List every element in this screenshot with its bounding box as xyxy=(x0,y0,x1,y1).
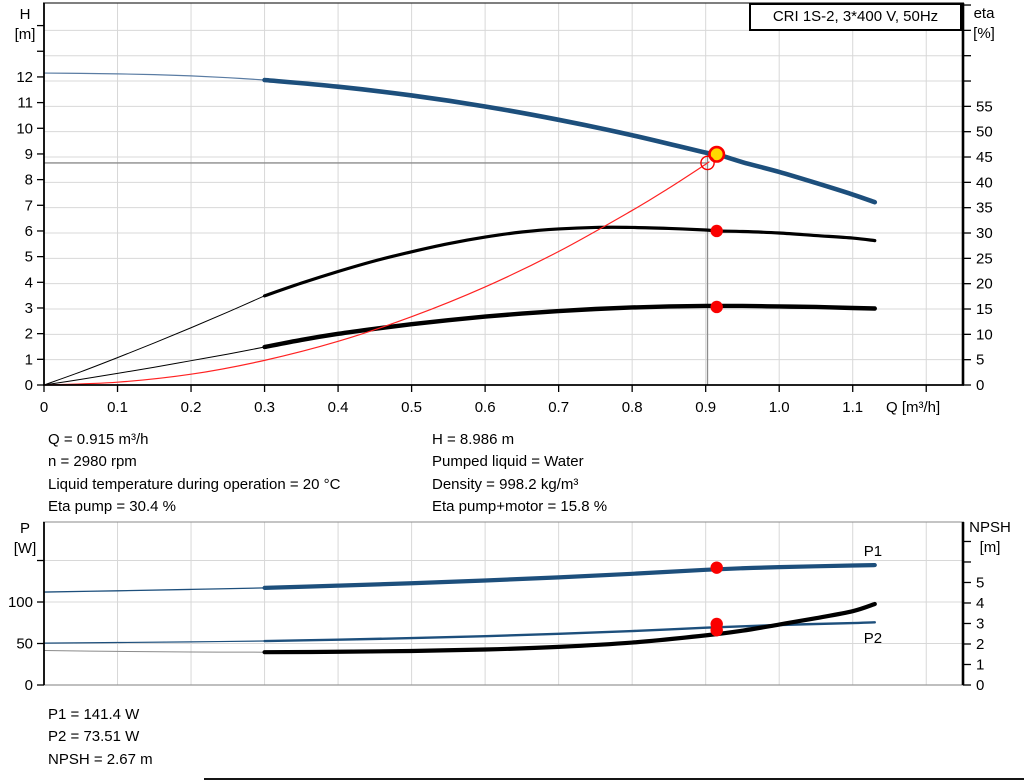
info-line-eta-pump: Eta pump = 30.4 % xyxy=(48,498,176,516)
x-axis-tick-label: 0.2 xyxy=(181,399,202,416)
left-axis-tick-label: 9 xyxy=(25,146,33,163)
npsh-point-marker xyxy=(710,624,723,637)
p-axis-label: P [W] xyxy=(0,519,50,559)
npsh-curve-thin xyxy=(43,650,265,653)
info-line-eta-pump-motor: Eta pump+motor = 15.8 % xyxy=(432,498,608,516)
power-info: P1 = 141.4 W P2 = 73.51 W NPSH = 2.67 m xyxy=(48,704,153,771)
curve-label-P2: P2 xyxy=(864,630,882,647)
eta-axis-name: eta xyxy=(973,5,995,22)
h-axis-unit: [m] xyxy=(14,26,36,43)
h-axis-name: H xyxy=(19,6,31,23)
info-line-liquid-temp: Liquid temperature during operation = 20… xyxy=(48,475,341,493)
left-axis-tick-label: 7 xyxy=(25,197,33,214)
right-axis-tick-label: 0 xyxy=(976,677,984,694)
x-axis-tick-label: 1.0 xyxy=(769,399,790,416)
eta-pump-curve-thin xyxy=(43,295,265,386)
eta-pump-motor-curve-thin xyxy=(43,346,265,386)
right-axis-tick-label: 10 xyxy=(976,326,993,343)
left-axis-tick-label: 0 xyxy=(25,377,33,394)
hq-curve xyxy=(262,77,878,205)
x-axis-tick-label: 1.1 xyxy=(842,399,863,416)
x-axis-tick-label: 0.7 xyxy=(548,399,569,416)
right-axis-tick-label: 25 xyxy=(976,250,993,267)
curve-label-P1: P1 xyxy=(864,543,882,560)
info-line-density: Density = 998.2 kg/m³ xyxy=(432,475,579,493)
p1-point-marker xyxy=(710,561,723,574)
operating-point-info-right: H = 8.986 m Pumped liquid = Water Densit… xyxy=(432,429,607,519)
h-axis-label: H [m] xyxy=(0,5,50,45)
left-axis-tick-label: 5 xyxy=(25,249,33,266)
right-axis-tick-label: 5 xyxy=(976,574,984,591)
p-axis-unit: [W] xyxy=(13,540,37,557)
p2-curve xyxy=(263,621,876,643)
right-axis-tick-label: 0 xyxy=(976,377,984,394)
eta-pump-motor-point-marker xyxy=(710,300,723,314)
bottom-border-line xyxy=(204,778,1024,780)
system-curve xyxy=(43,161,710,386)
npsh-axis-name: NPSH xyxy=(969,519,1011,536)
left-axis-tick-label: 8 xyxy=(25,172,33,189)
left-axis-tick-label: 12 xyxy=(16,69,33,86)
pump-designation-box: CRI 1S-2, 3*400 V, 50Hz xyxy=(749,3,962,31)
x-axis-tick-label: 0.4 xyxy=(328,399,349,416)
left-axis-tick-label: 2 xyxy=(25,326,33,343)
eta-pump-curve xyxy=(262,225,877,298)
info-line-head: H = 8.986 m xyxy=(432,431,515,448)
left-axis-tick-label: 4 xyxy=(25,274,33,291)
x-axis-tick-label: 0.3 xyxy=(254,399,275,416)
x-axis-tick-label: 0.6 xyxy=(475,399,496,416)
x-axis-tick-label: 0 xyxy=(40,399,48,416)
x-axis-tick-label: 0.5 xyxy=(401,399,422,416)
left-axis-tick-label: 10 xyxy=(16,120,33,137)
right-axis-tick-label: 30 xyxy=(976,225,993,242)
info-line-p1: P1 = 141.4 W xyxy=(48,706,140,723)
p-axis-name: P xyxy=(19,520,30,537)
left-axis-tick-label: 0 xyxy=(25,677,33,694)
right-axis-tick-label: 50 xyxy=(976,124,993,141)
x-axis-title: Q [m³/h] xyxy=(886,399,940,416)
eta-pump-point-marker xyxy=(710,224,723,238)
npsh-curve xyxy=(262,601,877,655)
npsh-axis-label: NPSH [m] xyxy=(962,518,1018,558)
left-axis-tick-label: 3 xyxy=(25,300,33,317)
eta-pump-motor-curve xyxy=(262,303,877,350)
left-axis-tick-label: 50 xyxy=(16,636,33,653)
right-axis-tick-label: 35 xyxy=(976,200,993,217)
eta-axis-label: eta [%] xyxy=(958,4,1010,44)
right-axis-tick-label: 20 xyxy=(976,276,993,293)
right-axis-tick-label: 4 xyxy=(976,595,984,612)
duty-point-marker xyxy=(708,145,726,163)
info-line-pumped-liquid: Pumped liquid = Water xyxy=(432,453,584,471)
right-axis-tick-label: 5 xyxy=(976,352,984,369)
right-axis-tick-label: 2 xyxy=(976,636,984,653)
left-axis-tick-label: 6 xyxy=(25,223,33,240)
info-line-npsh: NPSH = 2.67 m xyxy=(48,750,153,768)
right-axis-tick-label: 45 xyxy=(976,149,993,166)
right-axis-tick-label: 3 xyxy=(976,615,984,632)
hq-curve-thin xyxy=(43,72,265,81)
left-axis-tick-label: 1 xyxy=(25,351,33,368)
x-axis-tick-label: 0.8 xyxy=(622,399,643,416)
npsh-axis-unit: [m] xyxy=(979,539,1001,556)
operating-point-info-left: Q = 0.915 m³/h n = 2980 rpm Liquid tempe… xyxy=(48,429,340,519)
p1-curve xyxy=(262,562,877,590)
right-axis-tick-label: 1 xyxy=(976,656,984,673)
info-line-speed: n = 2980 rpm xyxy=(48,453,137,471)
info-line-q: Q = 0.915 m³/h xyxy=(48,431,149,448)
left-axis-tick-label: 100 xyxy=(8,594,33,611)
right-axis-tick-label: 40 xyxy=(976,174,993,191)
requested-duty-point-marker xyxy=(700,155,715,171)
p1-curve-thin xyxy=(43,587,265,593)
x-axis-tick-label: 0.9 xyxy=(695,399,716,416)
info-line-p2: P2 = 73.51 W xyxy=(48,728,140,746)
left-axis-tick-label: 11 xyxy=(17,95,33,112)
right-axis-tick-label: 55 xyxy=(976,98,993,115)
p2-curve-thin xyxy=(43,640,265,644)
x-axis-tick-label: 0.1 xyxy=(107,399,128,416)
eta-axis-unit: [%] xyxy=(973,25,995,42)
right-axis-tick-label: 15 xyxy=(976,301,993,318)
